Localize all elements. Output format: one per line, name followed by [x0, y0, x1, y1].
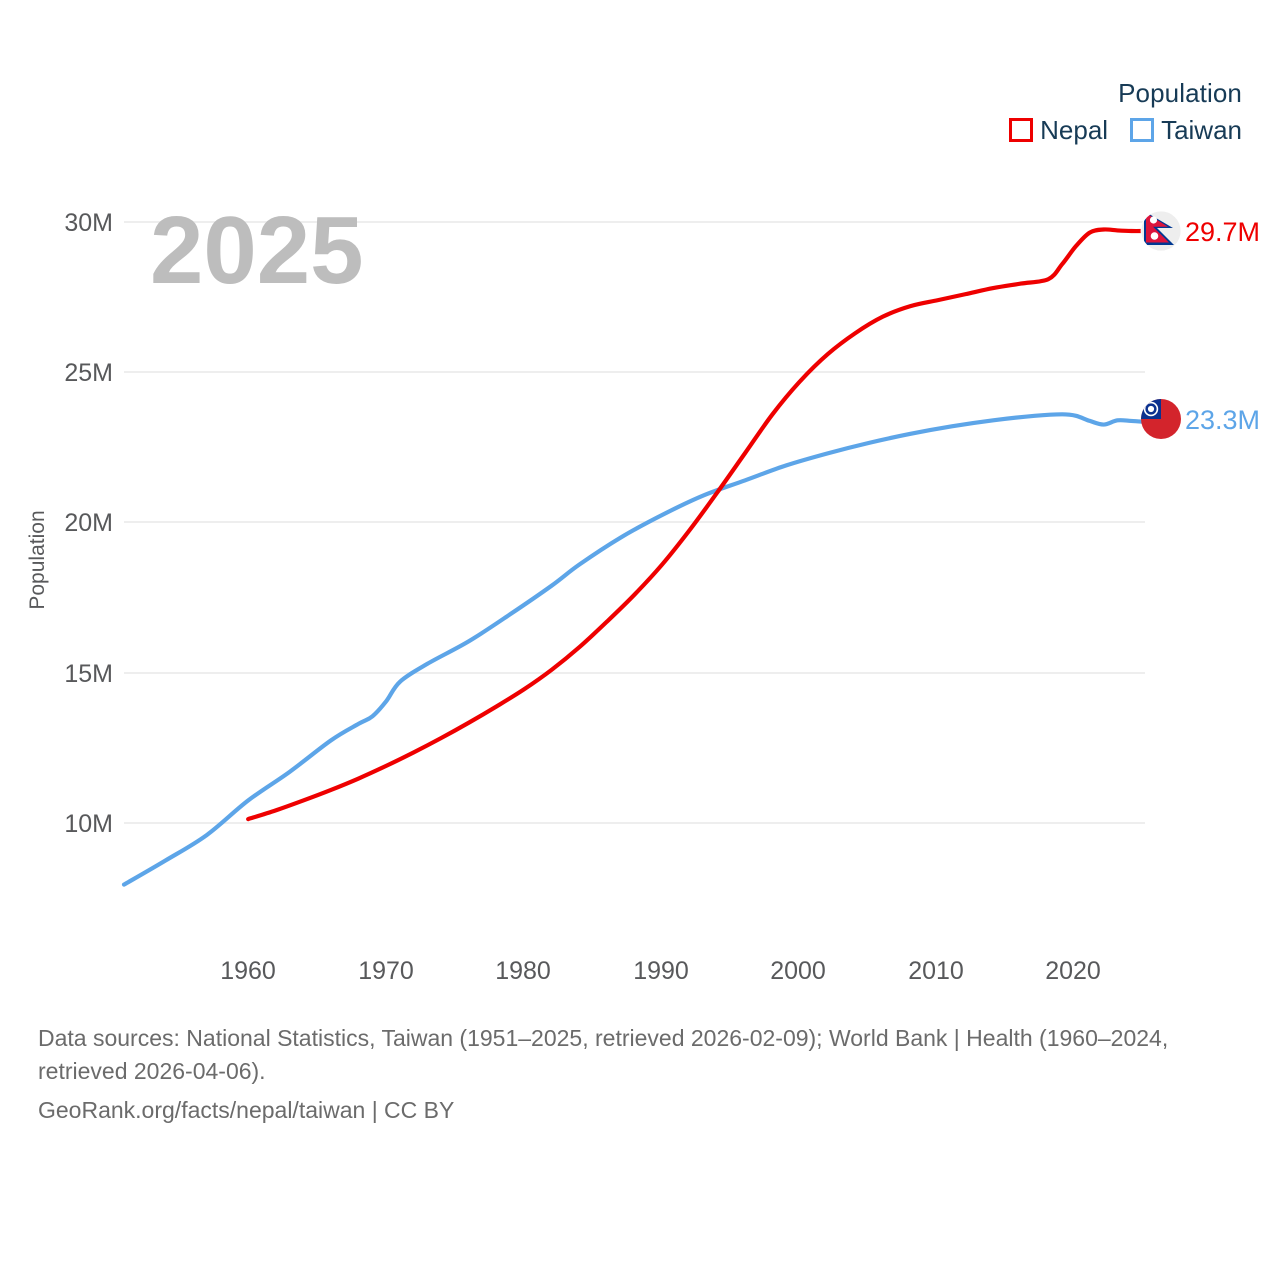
y-tick-30m: 30M — [64, 209, 113, 237]
taiwan-flag-icon — [1141, 399, 1181, 439]
line-chart-svg: 30M 25M 20M 15M 10M Population 2025 1960… — [26, 197, 1260, 985]
footer-attribution[interactable]: GeoRank.org/facts/nepal/taiwan | CC BY — [38, 1097, 455, 1123]
legend-title: Population — [1118, 78, 1242, 108]
y-tick-25m: 25M — [64, 359, 113, 387]
chart-plot-area: 30M 25M 20M 15M 10M Population 2025 1960… — [26, 197, 1260, 985]
x-tick-2020: 2020 — [1045, 957, 1101, 985]
taiwan-endpoint-label: 23.3M — [1185, 405, 1260, 435]
year-watermark: 2025 — [150, 197, 364, 304]
legend-swatch-taiwan — [1130, 118, 1155, 142]
x-tick-1970: 1970 — [358, 957, 414, 985]
x-tick-1990: 1990 — [633, 957, 689, 985]
x-tick-1960: 1960 — [220, 957, 276, 985]
legend-label-taiwan: Taiwan — [1161, 115, 1242, 145]
gridlines — [124, 221, 1145, 824]
footer-sources: Data sources: National Statistics, Taiwa… — [38, 1025, 1169, 1084]
x-tick-2000: 2000 — [770, 957, 826, 985]
y-tick-20m: 20M — [64, 509, 113, 537]
legend-items: Nepal Taiwan — [1009, 116, 1242, 144]
x-tick-2010: 2010 — [908, 957, 964, 985]
x-axis-ticks: 1960 1970 1980 1990 2000 2010 2020 — [220, 957, 1101, 985]
chart-legend: Population Nepal Taiwan — [1009, 78, 1242, 144]
y-axis-title: Population — [26, 510, 49, 609]
y-axis-ticks: 30M 25M 20M 15M 10M — [64, 209, 113, 838]
x-tick-1980: 1980 — [495, 957, 551, 985]
legend-swatch-nepal — [1009, 118, 1034, 142]
nepal-endpoint-label: 29.7M — [1185, 217, 1260, 247]
chart-footer: Data sources: National Statistics, Taiwa… — [38, 1022, 1253, 1127]
y-tick-10m: 10M — [64, 810, 113, 838]
y-tick-15m: 15M — [64, 660, 113, 688]
nepal-flag-icon — [1140, 210, 1182, 252]
series-line-taiwan — [121, 412, 1148, 887]
legend-label-nepal: Nepal — [1040, 115, 1109, 145]
series-line-nepal — [246, 227, 1148, 822]
legend-item-nepal[interactable]: Nepal — [1009, 116, 1108, 144]
legend-item-taiwan[interactable]: Taiwan — [1130, 116, 1242, 144]
